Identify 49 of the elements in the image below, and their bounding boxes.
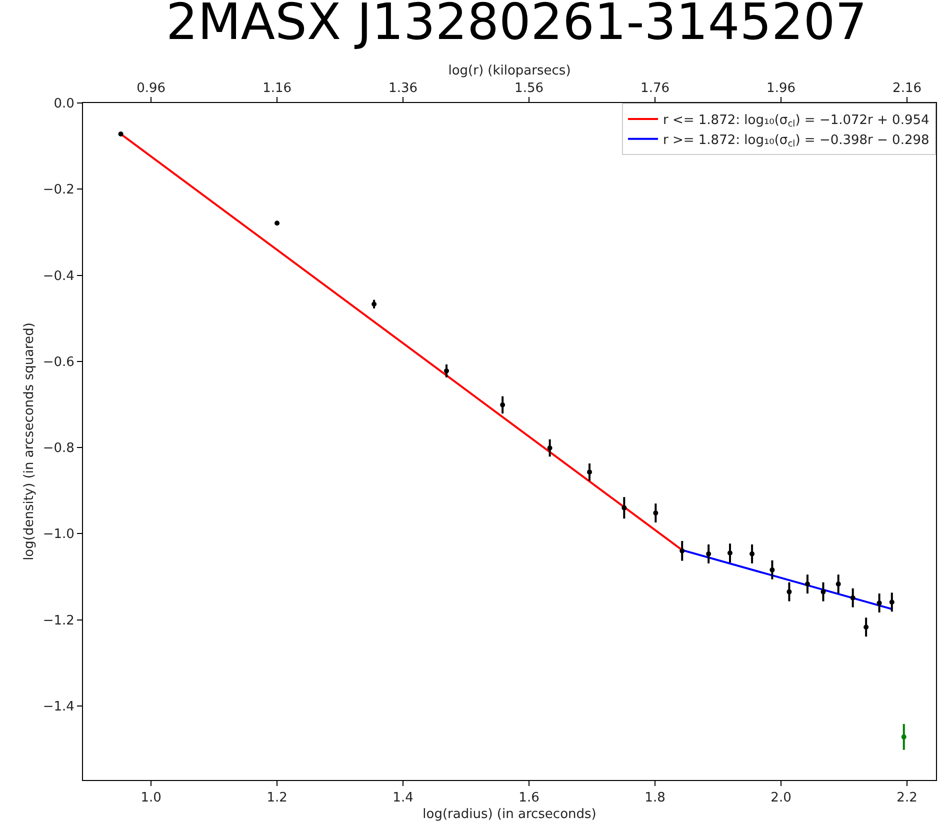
point: [500, 402, 506, 408]
chart-title: 2MASX J13280261-3145207: [166, 0, 867, 52]
y-tick-label: 0.0: [54, 96, 74, 112]
point: [587, 470, 592, 475]
point: [750, 551, 755, 556]
x-tick-label: 1.8: [644, 790, 666, 806]
point: [786, 589, 792, 594]
x2-tick-label: 1.56: [514, 80, 544, 96]
y-tick-label: −0.8: [42, 441, 74, 456]
x-tick-label: 1.4: [392, 790, 414, 806]
x2-tick-label: 0.96: [136, 80, 166, 96]
point: [850, 595, 856, 600]
y-tick-label: −1.2: [42, 613, 74, 628]
legend-label: r >= 1.872: log₁₀(σ$_{cl}$) = −0.398r − 0.298: [663, 132, 930, 150]
y-axis-title: log(density) (in arcseconds squared): [22, 322, 37, 560]
point: [804, 582, 810, 587]
x2-axis-title: log(r) (kiloparsecs): [448, 64, 571, 79]
point: [901, 734, 906, 740]
x2-tick-label: 1.96: [766, 80, 796, 96]
y-tick-label: −1.0: [42, 527, 74, 542]
point: [820, 589, 826, 594]
point: [653, 510, 658, 516]
point: [864, 624, 869, 630]
point: [727, 550, 732, 556]
point: [444, 368, 449, 374]
point: [889, 600, 894, 605]
y-tick-label: −0.2: [42, 182, 74, 198]
point: [770, 567, 775, 572]
x-axis-title: log(radius) (in arcseconds): [422, 807, 596, 822]
x-tick-label: 1.2: [266, 790, 288, 806]
y-tick-label: −0.4: [42, 268, 74, 284]
y-tick-label: −0.6: [42, 354, 74, 370]
x-tick-label: 1.0: [140, 790, 162, 806]
point: [547, 445, 552, 450]
x-tick-label: 1.6: [518, 790, 540, 806]
y-tick-label: −1.4: [42, 699, 74, 714]
point: [836, 582, 841, 587]
x2-tick-label: 1.76: [640, 80, 670, 96]
point: [706, 551, 712, 556]
x2-tick-label: 1.36: [388, 80, 418, 96]
point: [876, 600, 882, 606]
x-tick-label: 2.0: [770, 790, 792, 806]
legend-label: r <= 1.872: log₁₀(σ$_{cl}$) = −1.072r + 0.954: [663, 113, 930, 130]
x-tick-label: 2.2: [896, 790, 918, 806]
x2-tick-label: 1.16: [262, 80, 292, 96]
point: [372, 302, 377, 307]
point: [680, 548, 685, 554]
point: [622, 505, 627, 510]
x2-tick-label: 2.16: [892, 80, 922, 96]
